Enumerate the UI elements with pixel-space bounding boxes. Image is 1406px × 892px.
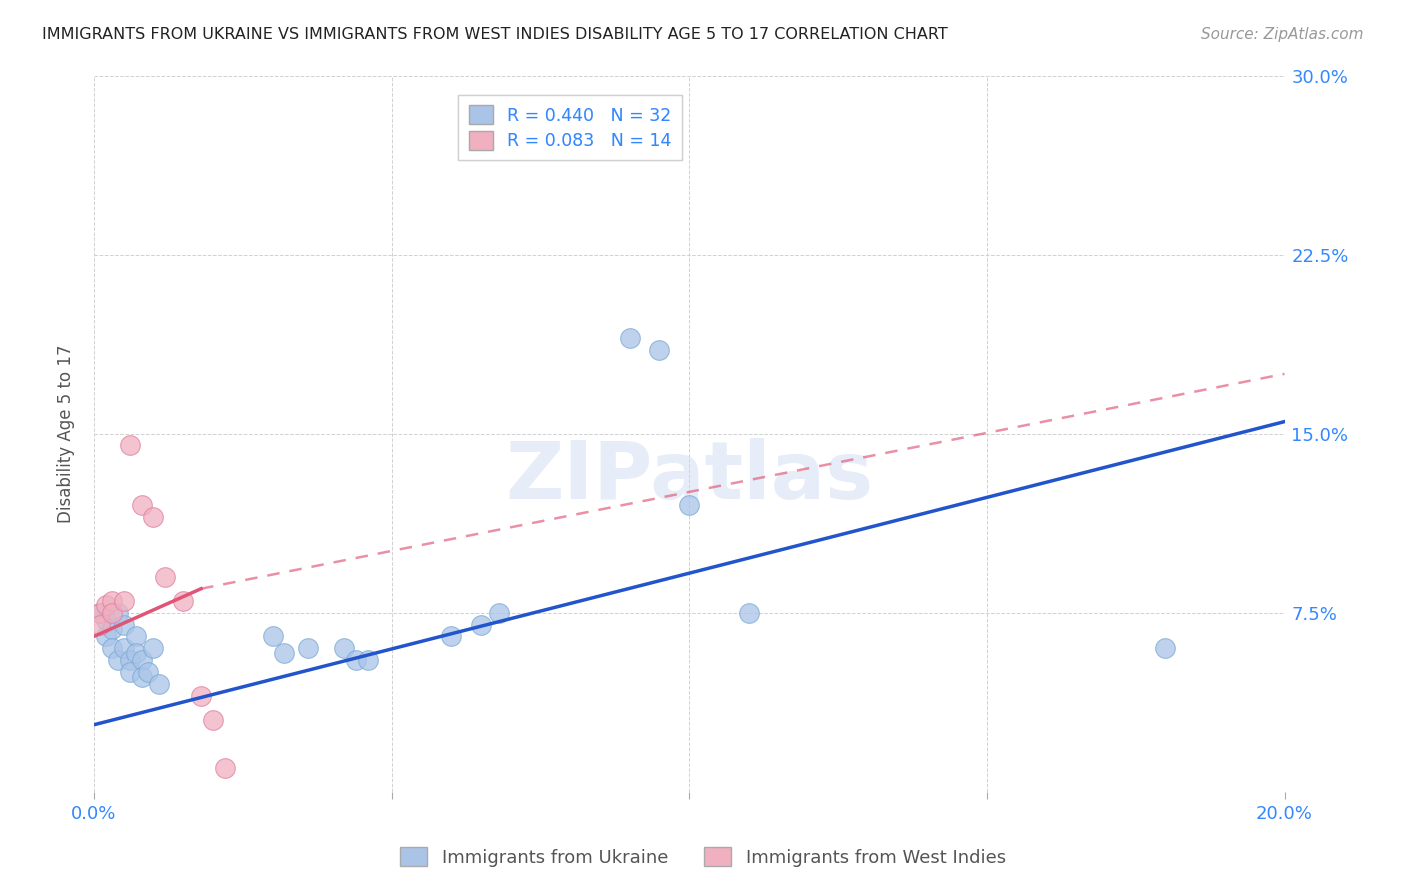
Point bbox=[619, 331, 641, 345]
Point bbox=[94, 599, 117, 613]
Point bbox=[101, 622, 124, 636]
Point bbox=[118, 438, 141, 452]
Point bbox=[262, 630, 284, 644]
Point bbox=[738, 606, 761, 620]
Point bbox=[101, 606, 124, 620]
Point bbox=[190, 689, 212, 703]
Point bbox=[344, 653, 367, 667]
Point bbox=[333, 641, 356, 656]
Point bbox=[101, 593, 124, 607]
Point bbox=[172, 593, 194, 607]
Point bbox=[136, 665, 159, 680]
Point bbox=[107, 653, 129, 667]
Text: ZIPatlas: ZIPatlas bbox=[505, 437, 873, 516]
Point bbox=[201, 713, 224, 727]
Point bbox=[118, 653, 141, 667]
Point bbox=[273, 646, 295, 660]
Point bbox=[131, 670, 153, 684]
Point bbox=[131, 653, 153, 667]
Point bbox=[214, 761, 236, 775]
Point bbox=[112, 641, 135, 656]
Y-axis label: Disability Age 5 to 17: Disability Age 5 to 17 bbox=[58, 344, 75, 523]
Point bbox=[648, 343, 671, 357]
Point bbox=[678, 498, 700, 512]
Point bbox=[94, 613, 117, 627]
Point bbox=[94, 630, 117, 644]
Point bbox=[488, 606, 510, 620]
Point bbox=[131, 498, 153, 512]
Point bbox=[357, 653, 380, 667]
Point bbox=[142, 510, 165, 524]
Point bbox=[142, 641, 165, 656]
Text: IMMIGRANTS FROM UKRAINE VS IMMIGRANTS FROM WEST INDIES DISABILITY AGE 5 TO 17 CO: IMMIGRANTS FROM UKRAINE VS IMMIGRANTS FR… bbox=[42, 27, 948, 42]
Point bbox=[470, 617, 492, 632]
Point bbox=[89, 606, 111, 620]
Point bbox=[89, 606, 111, 620]
Point bbox=[440, 630, 463, 644]
Point bbox=[101, 641, 124, 656]
Point bbox=[148, 677, 170, 691]
Point bbox=[112, 617, 135, 632]
Point bbox=[124, 630, 146, 644]
Legend: Immigrants from Ukraine, Immigrants from West Indies: Immigrants from Ukraine, Immigrants from… bbox=[392, 840, 1014, 874]
Point bbox=[155, 570, 177, 584]
Point bbox=[124, 646, 146, 660]
Point bbox=[1154, 641, 1177, 656]
Point bbox=[89, 617, 111, 632]
Point bbox=[107, 606, 129, 620]
Legend: R = 0.440   N = 32, R = 0.083   N = 14: R = 0.440 N = 32, R = 0.083 N = 14 bbox=[458, 95, 682, 161]
Point bbox=[297, 641, 319, 656]
Text: Source: ZipAtlas.com: Source: ZipAtlas.com bbox=[1201, 27, 1364, 42]
Point bbox=[118, 665, 141, 680]
Point bbox=[112, 593, 135, 607]
